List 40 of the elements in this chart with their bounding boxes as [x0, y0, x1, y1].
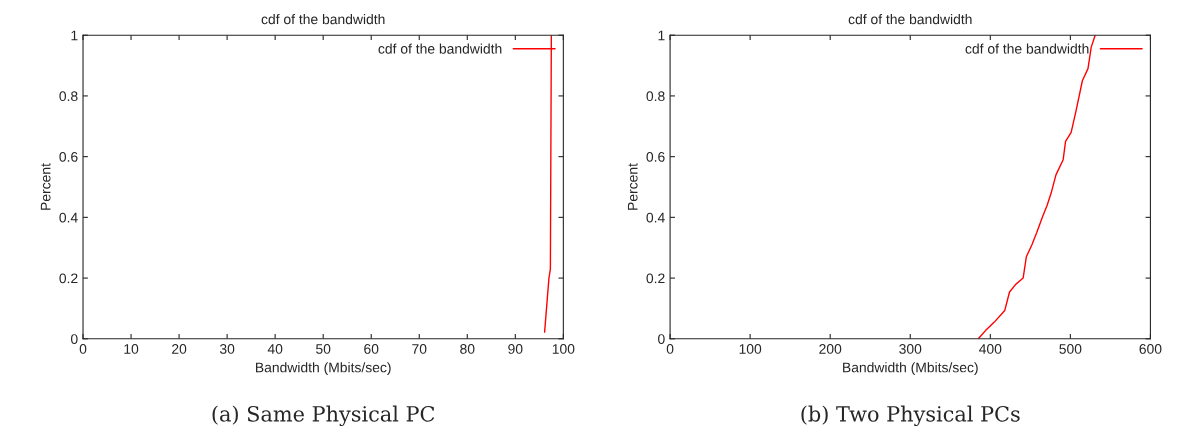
- x-tick-label: 20: [172, 344, 187, 354]
- x-tick-label: 200: [819, 344, 842, 354]
- text: (b) Two Physical PCs: [801, 405, 1020, 427]
- x-axis-title: Bandwidth (Mbits/sec): [256, 362, 391, 376]
- x-tick-label: 600: [1139, 344, 1162, 354]
- chart-title: cdf of the bandwidth: [848, 14, 972, 25]
- y-tick-label: 0.8: [646, 91, 665, 102]
- x-tick-label: 300: [899, 344, 922, 354]
- legend-label: cdf of the bandwidth: [378, 43, 502, 54]
- y-tick-label: 0.8: [59, 91, 78, 102]
- y-axis-title: Percent: [627, 163, 638, 210]
- x-tick-label: 70: [412, 344, 427, 354]
- x-tick-label: 0: [79, 344, 87, 354]
- x-tick-label: 0: [666, 344, 674, 354]
- x-tick-label: 40: [267, 344, 283, 354]
- y-tick-label: 0.6: [646, 151, 665, 162]
- y-tick-label: 0.2: [59, 273, 78, 284]
- chart-title: cdf of the bandwidth: [261, 14, 385, 25]
- y-tick-label: 1: [658, 30, 665, 41]
- y-tick-label: 0: [658, 334, 665, 344]
- x-tick-label: 500: [1059, 344, 1082, 354]
- x-tick-label: 30: [219, 344, 235, 354]
- x-tick-label: 100: [739, 344, 762, 354]
- x-tick-label: 10: [124, 344, 139, 354]
- x-tick-label: 80: [460, 344, 475, 354]
- legend-label: cdf of the bandwidth: [965, 43, 1089, 54]
- x-tick-label: 100: [552, 344, 575, 354]
- x-tick-label: 60: [364, 344, 379, 354]
- text: (a) Same Physical PC: [212, 405, 435, 427]
- x-axis-title: Bandwidth (Mbits/sec): [843, 362, 978, 376]
- y-tick-label: 0.4: [646, 212, 665, 223]
- y-tick-label: 0: [70, 334, 78, 344]
- y-tick-label: 0.2: [646, 273, 665, 284]
- x-tick-label: 400: [979, 344, 1002, 354]
- y-tick-label: 1: [71, 30, 78, 41]
- x-tick-label: 50: [316, 344, 331, 354]
- y-tick-label: 0.6: [59, 151, 78, 162]
- y-tick-label: 0.4: [59, 212, 78, 223]
- y-axis-title: Percent: [40, 163, 51, 210]
- x-tick-label: 90: [508, 344, 523, 354]
